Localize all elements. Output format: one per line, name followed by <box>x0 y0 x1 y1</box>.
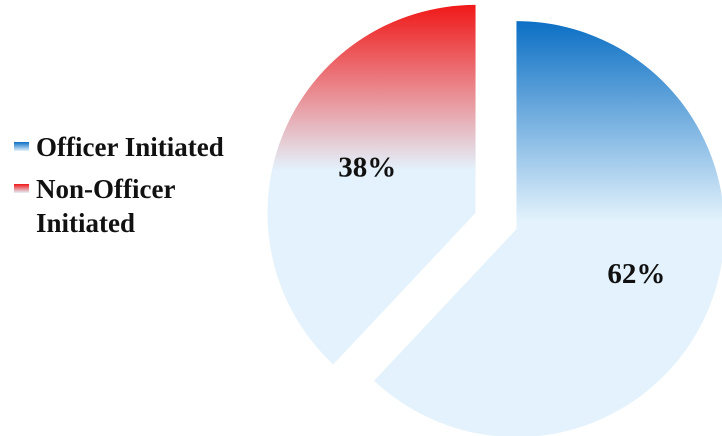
legend-label-non-officer-initiated: Non-Officer Initiated <box>36 174 175 238</box>
data-label-officer-initiated: 62% <box>607 258 665 290</box>
legend-swatch-officer-initiated <box>14 142 29 151</box>
legend-label-officer-initiated: Officer Initiated <box>36 132 224 162</box>
legend-swatch-non-officer-initiated <box>14 184 29 193</box>
data-label-non-officer-initiated: 38% <box>338 152 396 184</box>
pie-slice-officer-initiated <box>374 21 722 436</box>
legend-item-officer-initiated: Officer Initiated <box>14 130 234 164</box>
pie-slice-non-officer-initiated <box>267 4 476 365</box>
legend: Officer Initiated Non-Officer Initiated <box>14 130 234 248</box>
legend-item-non-officer-initiated: Non-Officer Initiated <box>14 172 234 240</box>
